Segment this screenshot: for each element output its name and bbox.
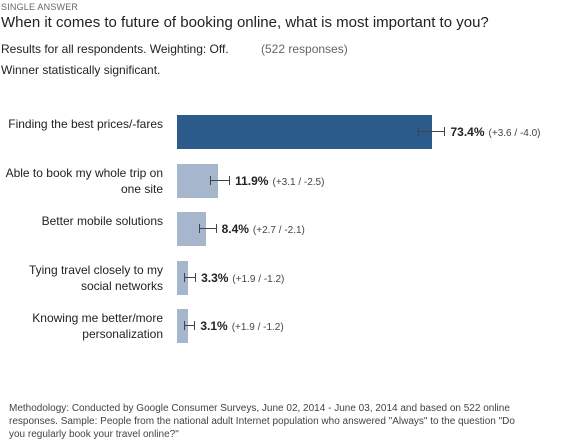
value-label-group: 11.9% (+3.1 / -2.5) <box>235 173 324 191</box>
value-label: 11.9% <box>235 173 269 188</box>
category-label: Able to book my whole trip on one site <box>5 165 163 196</box>
error-cap <box>215 224 217 234</box>
chart-title: When it comes to future of booking onlin… <box>1 14 489 31</box>
error-cap <box>195 272 197 282</box>
error-line <box>184 276 196 278</box>
category-label: Finding the best prices/-fares <box>8 117 163 131</box>
error-cap <box>183 321 185 331</box>
error-cap <box>444 127 446 136</box>
value-label: 73.4% <box>450 125 485 139</box>
error-line <box>183 325 195 327</box>
response-count: (522 responses) <box>261 42 348 56</box>
error-cap <box>209 175 211 185</box>
value-label-group: 3.1% (+1.9 / -1.2) <box>200 318 283 336</box>
error-line <box>198 228 216 230</box>
category-label: Tying travel closely to my social networ… <box>28 262 163 293</box>
footnote: Methodology: Conducted by Google Consume… <box>9 403 515 440</box>
bar <box>177 163 219 198</box>
error-cap <box>184 272 186 282</box>
error-label: (+3.6 / -4.0) <box>488 128 541 139</box>
bar <box>177 260 189 295</box>
error-bar <box>198 224 217 234</box>
error-cap <box>194 321 196 331</box>
error-label: (+1.9 / -1.2) <box>232 273 285 285</box>
error-bar <box>183 321 196 331</box>
value-label: 3.1% <box>200 319 228 334</box>
category-label: Knowing me better/more personalization <box>32 311 163 342</box>
error-label: (+3.1 / -2.5) <box>272 176 325 188</box>
error-cap <box>229 175 231 185</box>
kicker: SINGLE ANSWER <box>1 2 79 12</box>
error-label: (+2.7 / -2.1) <box>252 225 305 237</box>
bar <box>177 212 207 247</box>
value-label: 8.4% <box>221 222 249 237</box>
value-label-group: 8.4% (+2.7 / -2.1) <box>222 221 305 239</box>
bar <box>177 309 188 344</box>
error-line <box>418 131 445 132</box>
value-label: 3.3% <box>201 270 229 285</box>
error-bar <box>418 127 446 136</box>
error-line <box>209 179 230 181</box>
category-label: Better mobile solutions <box>41 214 163 229</box>
error-label: (+1.9 / -1.2) <box>231 322 284 334</box>
error-cap <box>198 224 200 234</box>
significance-note: Winner statistically significant. <box>1 63 161 77</box>
error-cap <box>418 127 420 136</box>
value-label-group: 73.4% (+3.6 / -4.0) <box>451 124 541 142</box>
value-label-group: 3.3% (+1.9 / -1.2) <box>201 270 284 288</box>
bar <box>177 115 432 149</box>
error-bar <box>184 272 197 282</box>
subtitle: Results for all respondents. Weighting: … <box>1 42 229 56</box>
error-bar <box>209 175 231 185</box>
